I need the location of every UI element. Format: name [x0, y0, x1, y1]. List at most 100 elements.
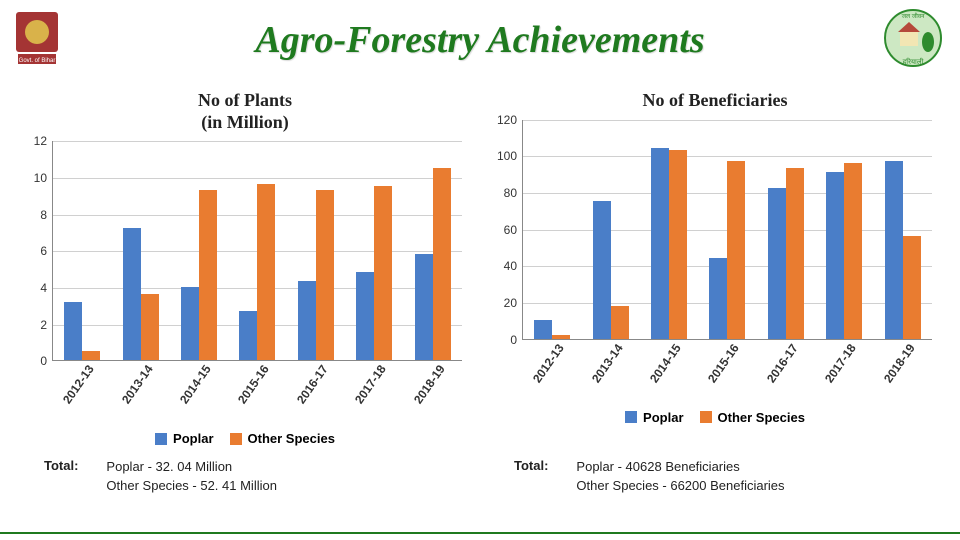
bar-group: 2013-14 — [581, 120, 639, 339]
bar — [181, 287, 199, 360]
bar-group: 2018-19 — [404, 141, 462, 360]
total-label: Total: — [20, 458, 106, 473]
bar-group: 2018-19 — [874, 120, 932, 339]
total-block: Total:Poplar - 40628 Beneficiaries Other… — [490, 458, 940, 496]
bar — [199, 190, 217, 361]
bar — [298, 281, 316, 360]
chart-title: No of Plants (in Million) — [20, 90, 470, 133]
footer-rule — [0, 532, 960, 534]
bar — [239, 311, 257, 361]
ytick-label: 4 — [40, 281, 53, 295]
bar — [826, 172, 844, 339]
totals-row: Total:Poplar - 32. 04 Million Other Spec… — [0, 448, 960, 496]
svg-text:हरियाली: हरियाली — [903, 57, 924, 66]
legend-swatch — [700, 411, 712, 423]
bar-group: 2012-13 — [523, 120, 581, 339]
ytick-label: 10 — [34, 171, 53, 185]
xtick-label: 2015-16 — [235, 362, 272, 406]
ytick-label: 20 — [504, 296, 523, 310]
bar — [651, 148, 669, 339]
ytick-label: 120 — [497, 113, 523, 127]
xtick-label: 2014-15 — [177, 362, 214, 406]
ytick-label: 8 — [40, 208, 53, 222]
bar — [552, 335, 570, 339]
bihar-govt-logo: Govt. of Bihar — [12, 8, 62, 68]
plot-area: 0204060801001202012-132013-142014-152015… — [522, 120, 932, 340]
legend-swatch — [230, 433, 242, 445]
total-label: Total: — [490, 458, 576, 473]
xtick-label: 2017-18 — [822, 341, 859, 385]
ytick-label: 60 — [504, 223, 523, 237]
xtick-label: 2018-19 — [881, 341, 918, 385]
bar-group: 2017-18 — [345, 141, 403, 360]
ytick-label: 0 — [40, 354, 53, 368]
bar — [64, 302, 82, 361]
bar — [123, 228, 141, 360]
bar — [356, 272, 374, 360]
xtick-label: 2014-15 — [647, 341, 684, 385]
bars-container: 2012-132013-142014-152015-162016-172017-… — [53, 141, 462, 360]
ytick-label: 40 — [504, 259, 523, 273]
xtick-label: 2013-14 — [589, 341, 626, 385]
bar — [844, 163, 862, 339]
bar — [611, 306, 629, 339]
bar — [786, 168, 804, 339]
xtick-label: 2016-17 — [294, 362, 331, 406]
bar — [415, 254, 433, 360]
xtick-label: 2012-13 — [530, 341, 567, 385]
hariyali-logo: जल जीवन हरियाली — [878, 8, 948, 68]
svg-text:जल जीवन: जल जीवन — [902, 12, 926, 20]
legend-item: Poplar — [155, 431, 213, 446]
ytick-label: 80 — [504, 186, 523, 200]
legend-label: Other Species — [718, 410, 805, 425]
header: Govt. of Bihar जल जीवन हरियाली Agro-Fore… — [0, 0, 960, 90]
legend-swatch — [155, 433, 167, 445]
charts-row: No of Plants (in Million)0246810122012-1… — [0, 90, 960, 448]
page-title: Agro-Forestry Achievements — [0, 0, 960, 62]
bar — [433, 168, 451, 361]
legend-item: Other Species — [230, 431, 335, 446]
ytick-label: 2 — [40, 318, 53, 332]
chart-panel-plants: No of Plants (in Million)0246810122012-1… — [20, 90, 470, 448]
bar — [669, 150, 687, 339]
legend-label: Poplar — [643, 410, 683, 425]
xtick-label: 2018-19 — [411, 362, 448, 406]
total-text: Poplar - 32. 04 Million Other Species - … — [106, 458, 277, 496]
bar — [885, 161, 903, 339]
xtick-label: 2015-16 — [705, 341, 742, 385]
total-text: Poplar - 40628 Beneficiaries Other Speci… — [576, 458, 784, 496]
bar — [593, 201, 611, 339]
svg-text:Govt. of Bihar: Govt. of Bihar — [19, 58, 56, 64]
xtick-label: 2016-17 — [764, 341, 801, 385]
bar — [709, 258, 727, 339]
chart-title: No of Beneficiaries — [490, 90, 940, 112]
bar-group: 2017-18 — [815, 120, 873, 339]
bar-group: 2016-17 — [757, 120, 815, 339]
bar — [141, 294, 159, 360]
bars-container: 2012-132013-142014-152015-162016-172017-… — [523, 120, 932, 339]
bar — [316, 190, 334, 361]
bar — [534, 320, 552, 338]
bar — [768, 188, 786, 338]
total-block: Total:Poplar - 32. 04 Million Other Spec… — [20, 458, 470, 496]
legend-label: Other Species — [248, 431, 335, 446]
legend-item: Other Species — [700, 410, 805, 425]
bar-group: 2015-16 — [228, 141, 286, 360]
ytick-label: 100 — [497, 149, 523, 163]
bar — [374, 186, 392, 360]
chart-panel-beneficiaries: No of Beneficiaries 0204060801001202012-1… — [490, 90, 940, 448]
bar — [727, 161, 745, 339]
bar-group: 2016-17 — [287, 141, 345, 360]
xtick-label: 2012-13 — [60, 362, 97, 406]
legend: Poplar Other Species — [20, 431, 470, 448]
legend: Poplar Other Species — [490, 410, 940, 427]
xtick-label: 2017-18 — [352, 362, 389, 406]
legend-label: Poplar — [173, 431, 213, 446]
bar — [903, 236, 921, 339]
bar-group: 2014-15 — [640, 120, 698, 339]
ytick-label: 12 — [34, 134, 53, 148]
bar-group: 2013-14 — [111, 141, 169, 360]
legend-item: Poplar — [625, 410, 683, 425]
bar — [82, 351, 100, 360]
xtick-label: 2013-14 — [119, 362, 156, 406]
